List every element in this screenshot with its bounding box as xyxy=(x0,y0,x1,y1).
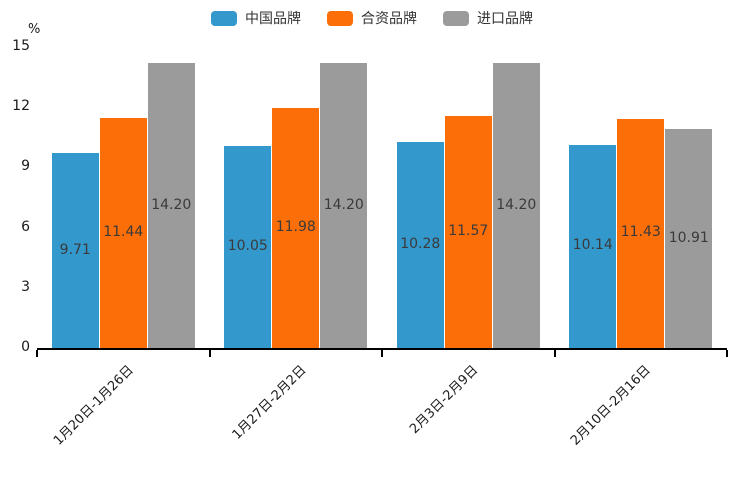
bar-进口品牌-1月27日-2月2日[interactable]: 14.20 xyxy=(320,63,368,348)
legend-item-china-brand[interactable]: 中国品牌 xyxy=(211,8,301,28)
x-axis-category-label: 2月10日-2月16日 xyxy=(568,362,655,449)
x-axis-category-label: 1月20日-1月26日 xyxy=(50,362,137,449)
bar-合资品牌-1月27日-2月2日[interactable]: 11.98 xyxy=(272,107,320,348)
x-axis-tick xyxy=(208,350,211,357)
y-axis-tick-label: 9 xyxy=(21,158,30,175)
bar-中国品牌-1月20日-1月26日[interactable]: 9.71 xyxy=(51,153,99,348)
bar-进口品牌-2月3日-2月9日[interactable]: 14.20 xyxy=(492,63,540,348)
bar-value-label: 11.98 xyxy=(275,218,316,235)
y-axis-tick-label: 6 xyxy=(21,218,30,235)
y-axis-unit-label: % xyxy=(28,22,41,37)
bar-value-label: 10.28 xyxy=(400,235,441,252)
bar-value-label: 14.20 xyxy=(323,196,364,213)
bar-合资品牌-1月20日-1月26日[interactable]: 11.44 xyxy=(99,118,147,348)
x-axis-category-label: 1月27日-2月2日 xyxy=(229,362,310,443)
legend-swatch-china-brand xyxy=(211,10,237,26)
x-axis-tick xyxy=(553,350,556,357)
bar-value-label: 11.43 xyxy=(620,224,661,241)
legend-label-china-brand: 中国品牌 xyxy=(245,11,301,27)
legend-swatch-imported-brand xyxy=(443,10,469,26)
bar-进口品牌-2月10日-2月16日[interactable]: 10.91 xyxy=(665,129,713,348)
bar-value-label: 14.20 xyxy=(496,196,537,213)
bar-value-label: 9.71 xyxy=(59,241,91,258)
bar-合资品牌-2月3日-2月9日[interactable]: 11.57 xyxy=(444,115,492,348)
bar-value-label: 11.44 xyxy=(103,224,144,241)
y-axis-tick-label: 15 xyxy=(12,38,30,54)
legend-item-joint-venture-brand[interactable]: 合资品牌 xyxy=(327,8,417,28)
x-axis-tick xyxy=(726,350,728,357)
legend-label-joint-venture-brand: 合资品牌 xyxy=(361,11,417,27)
bar-合资品牌-2月10日-2月16日[interactable]: 11.43 xyxy=(617,118,665,348)
bar-value-label: 10.91 xyxy=(668,229,709,246)
x-axis-tick xyxy=(381,350,383,357)
bar-中国品牌-2月10日-2月16日[interactable]: 10.14 xyxy=(569,144,617,348)
y-axis-tick-label: 0 xyxy=(21,339,30,355)
bar-value-label: 10.05 xyxy=(227,238,268,255)
bar-中国品牌-1月27日-2月2日[interactable]: 10.05 xyxy=(224,146,272,348)
y-axis-tick-label: 3 xyxy=(21,278,30,295)
y-axis-tick-label: 12 xyxy=(12,98,30,115)
legend-label-imported-brand: 进口品牌 xyxy=(477,11,533,27)
bar-value-label: 10.14 xyxy=(572,237,613,254)
legend-swatch-joint-venture-brand xyxy=(327,10,353,26)
x-axis-category-label: 2月3日-2月9日 xyxy=(407,362,482,437)
x-axis-tick xyxy=(36,350,38,357)
x-axis-line xyxy=(37,348,727,350)
bar-进口品牌-1月20日-1月26日[interactable]: 14.20 xyxy=(147,63,195,348)
bar-value-label: 11.57 xyxy=(448,222,489,239)
chart-legend: 中国品牌 合资品牌 进口品牌 xyxy=(0,8,744,28)
bar-value-label: 14.20 xyxy=(151,196,192,213)
legend-item-imported-brand[interactable]: 进口品牌 xyxy=(443,8,533,28)
bar-中国品牌-2月3日-2月9日[interactable]: 10.28 xyxy=(396,141,444,348)
